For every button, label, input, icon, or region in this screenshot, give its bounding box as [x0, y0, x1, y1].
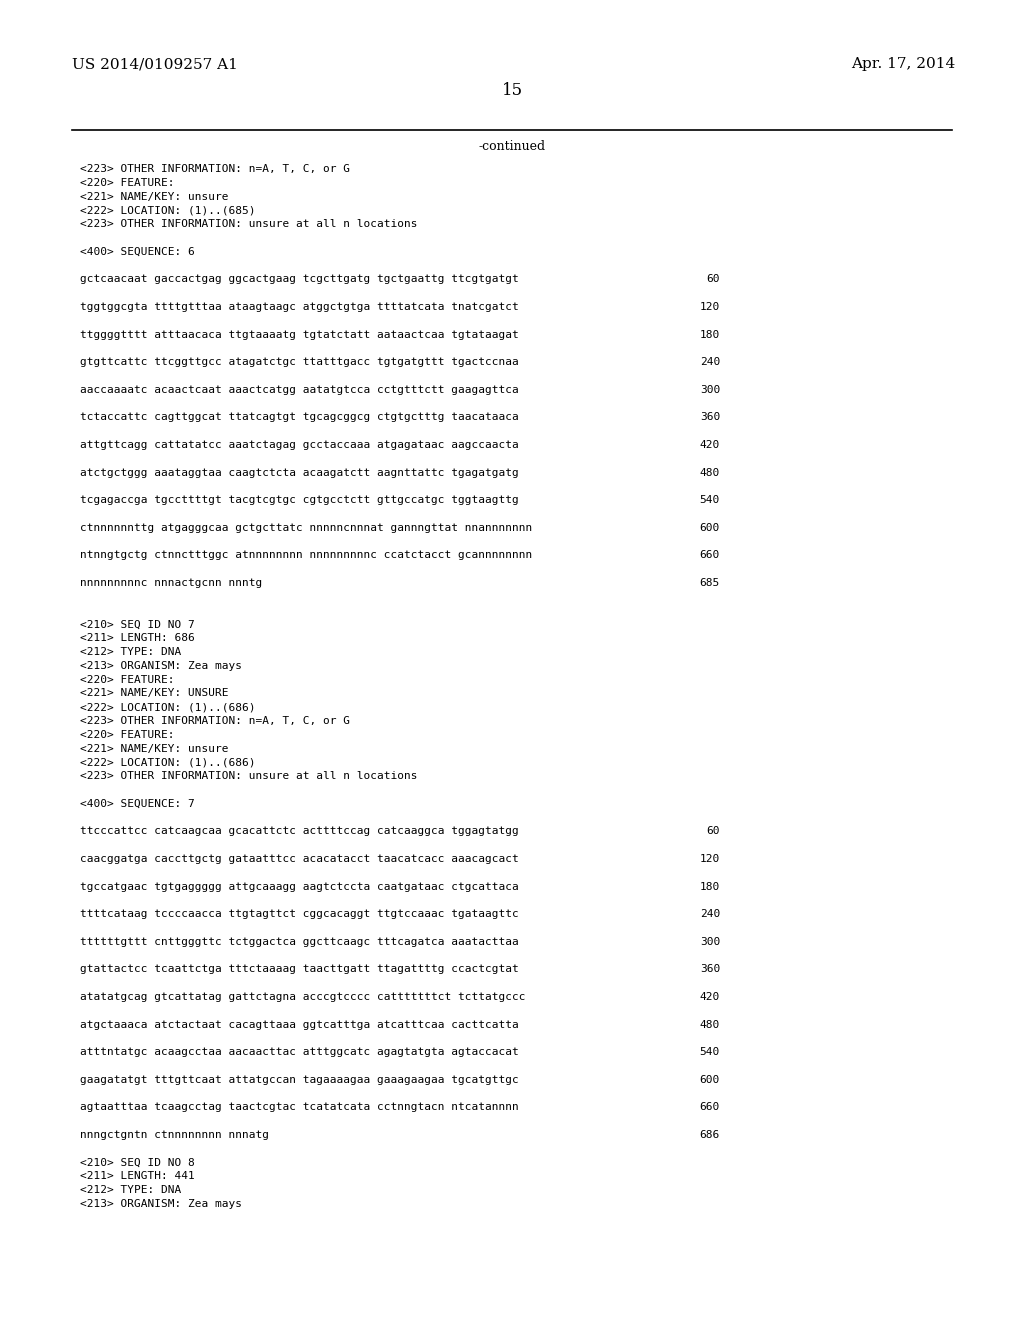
Text: <223> OTHER INFORMATION: n=A, T, C, or G: <223> OTHER INFORMATION: n=A, T, C, or G	[80, 715, 350, 726]
Text: <400> SEQUENCE: 7: <400> SEQUENCE: 7	[80, 799, 195, 809]
Text: nnnnnnnnnc nnnactgcnn nnntg: nnnnnnnnnc nnnactgcnn nnntg	[80, 578, 262, 587]
Text: <222> LOCATION: (1)..(685): <222> LOCATION: (1)..(685)	[80, 206, 256, 215]
Text: 360: 360	[699, 412, 720, 422]
Text: 180: 180	[699, 882, 720, 891]
Text: 240: 240	[699, 909, 720, 919]
Text: atgctaaaca atctactaat cacagttaaa ggtcatttga atcatttcaa cacttcatta: atgctaaaca atctactaat cacagttaaa ggtcatt…	[80, 1019, 519, 1030]
Text: <223> OTHER INFORMATION: n=A, T, C, or G: <223> OTHER INFORMATION: n=A, T, C, or G	[80, 164, 350, 174]
Text: attgttcagg cattatatcc aaatctagag gcctaccaaa atgagataac aagccaacta: attgttcagg cattatatcc aaatctagag gcctacc…	[80, 440, 519, 450]
Text: 120: 120	[699, 302, 720, 312]
Text: <213> ORGANISM: Zea mays: <213> ORGANISM: Zea mays	[80, 661, 242, 671]
Text: <211> LENGTH: 686: <211> LENGTH: 686	[80, 634, 195, 643]
Text: caacggatga caccttgctg gataatttcc acacatacct taacatcacc aaacagcact: caacggatga caccttgctg gataatttcc acacata…	[80, 854, 519, 865]
Text: agtaatttaa tcaagcctag taactcgtac tcatatcata cctnngtacn ntcatannnn: agtaatttaa tcaagcctag taactcgtac tcatatc…	[80, 1102, 519, 1113]
Text: ttcccattcc catcaagcaa gcacattctc acttttccag catcaaggca tggagtatgg: ttcccattcc catcaagcaa gcacattctc acttttc…	[80, 826, 519, 837]
Text: <222> LOCATION: (1)..(686): <222> LOCATION: (1)..(686)	[80, 702, 256, 713]
Text: 660: 660	[699, 550, 720, 561]
Text: gtattactcc tcaattctga tttctaaaag taacttgatt ttagattttg ccactcgtat: gtattactcc tcaattctga tttctaaaag taacttg…	[80, 965, 519, 974]
Text: 480: 480	[699, 1019, 720, 1030]
Text: <210> SEQ ID NO 8: <210> SEQ ID NO 8	[80, 1158, 195, 1168]
Text: <212> TYPE: DNA: <212> TYPE: DNA	[80, 1185, 181, 1195]
Text: <210> SEQ ID NO 7: <210> SEQ ID NO 7	[80, 619, 195, 630]
Text: gctcaacaat gaccactgag ggcactgaag tcgcttgatg tgctgaattg ttcgtgatgt: gctcaacaat gaccactgag ggcactgaag tcgcttg…	[80, 275, 519, 284]
Text: 300: 300	[699, 385, 720, 395]
Text: gtgttcattc ttcggttgcc atagatctgc ttatttgacc tgtgatgttt tgactccnaa: gtgttcattc ttcggttgcc atagatctgc ttatttg…	[80, 358, 519, 367]
Text: 540: 540	[699, 495, 720, 506]
Text: 420: 420	[699, 993, 720, 1002]
Text: 480: 480	[699, 467, 720, 478]
Text: gaagatatgt tttgttcaat attatgccan tagaaaagaa gaaagaagaa tgcatgttgc: gaagatatgt tttgttcaat attatgccan tagaaaa…	[80, 1074, 519, 1085]
Text: 300: 300	[699, 937, 720, 946]
Text: 60: 60	[707, 275, 720, 284]
Text: ntnngtgctg ctnnctttggc atnnnnnnnn nnnnnnnnnc ccatctacct gcannnnnnnn: ntnngtgctg ctnnctttggc atnnnnnnnn nnnnnn…	[80, 550, 532, 561]
Text: nnngctgntn ctnnnnnnnn nnnatg: nnngctgntn ctnnnnnnnn nnnatg	[80, 1130, 269, 1140]
Text: ttttcataag tccccaacca ttgtagttct cggcacaggt ttgtccaaac tgataagttc: ttttcataag tccccaacca ttgtagttct cggcaca…	[80, 909, 519, 919]
Text: <212> TYPE: DNA: <212> TYPE: DNA	[80, 647, 181, 657]
Text: <400> SEQUENCE: 6: <400> SEQUENCE: 6	[80, 247, 195, 257]
Text: 60: 60	[707, 826, 720, 837]
Text: 180: 180	[699, 330, 720, 339]
Text: ctnnnnnnttg atgagggcaa gctgcttatc nnnnncnnnat gannngttat nnannnnnnn: ctnnnnnnttg atgagggcaa gctgcttatc nnnnnc…	[80, 523, 532, 533]
Text: atttntatgc acaagcctaa aacaacttac atttggcatc agagtatgta agtaccacat: atttntatgc acaagcctaa aacaacttac atttggc…	[80, 1047, 519, 1057]
Text: 120: 120	[699, 854, 720, 865]
Text: atatatgcag gtcattatag gattctagna acccgtcccc catttttttct tcttatgccc: atatatgcag gtcattatag gattctagna acccgtc…	[80, 993, 525, 1002]
Text: <221> NAME/KEY: UNSURE: <221> NAME/KEY: UNSURE	[80, 689, 228, 698]
Text: <221> NAME/KEY: unsure: <221> NAME/KEY: unsure	[80, 743, 228, 754]
Text: 540: 540	[699, 1047, 720, 1057]
Text: tggtggcgta ttttgtttaa ataagtaagc atggctgtga ttttatcata tnatcgatct: tggtggcgta ttttgtttaa ataagtaagc atggctg…	[80, 302, 519, 312]
Text: 15: 15	[502, 82, 522, 99]
Text: 600: 600	[699, 1074, 720, 1085]
Text: ttttttgttt cnttgggttc tctggactca ggcttcaagc tttcagatca aaatacttaa: ttttttgttt cnttgggttc tctggactca ggcttca…	[80, 937, 519, 946]
Text: 360: 360	[699, 965, 720, 974]
Text: tgccatgaac tgtgaggggg attgcaaagg aagtctccta caatgataac ctgcattaca: tgccatgaac tgtgaggggg attgcaaagg aagtctc…	[80, 882, 519, 891]
Text: <220> FEATURE:: <220> FEATURE:	[80, 675, 174, 685]
Text: 686: 686	[699, 1130, 720, 1140]
Text: 600: 600	[699, 523, 720, 533]
Text: <220> FEATURE:: <220> FEATURE:	[80, 730, 174, 739]
Text: 240: 240	[699, 358, 720, 367]
Text: US 2014/0109257 A1: US 2014/0109257 A1	[72, 57, 238, 71]
Text: aaccaaaatc acaactcaat aaactcatgg aatatgtcca cctgtttctt gaagagttca: aaccaaaatc acaactcaat aaactcatgg aatatgt…	[80, 385, 519, 395]
Text: <213> ORGANISM: Zea mays: <213> ORGANISM: Zea mays	[80, 1199, 242, 1209]
Text: tcgagaccga tgccttttgt tacgtcgtgc cgtgcctctt gttgccatgc tggtaagttg: tcgagaccga tgccttttgt tacgtcgtgc cgtgcct…	[80, 495, 519, 506]
Text: atctgctggg aaataggtaa caagtctcta acaagatctt aagnttattc tgagatgatg: atctgctggg aaataggtaa caagtctcta acaagat…	[80, 467, 519, 478]
Text: <223> OTHER INFORMATION: unsure at all n locations: <223> OTHER INFORMATION: unsure at all n…	[80, 771, 418, 781]
Text: ttggggtttt atttaacaca ttgtaaaatg tgtatctatt aataactcaa tgtataagat: ttggggtttt atttaacaca ttgtaaaatg tgtatct…	[80, 330, 519, 339]
Text: <220> FEATURE:: <220> FEATURE:	[80, 178, 174, 187]
Text: <222> LOCATION: (1)..(686): <222> LOCATION: (1)..(686)	[80, 758, 256, 767]
Text: 420: 420	[699, 440, 720, 450]
Text: tctaccattc cagttggcat ttatcagtgt tgcagcggcg ctgtgctttg taacataaca: tctaccattc cagttggcat ttatcagtgt tgcagcg…	[80, 412, 519, 422]
Text: Apr. 17, 2014: Apr. 17, 2014	[851, 57, 955, 71]
Text: 660: 660	[699, 1102, 720, 1113]
Text: <211> LENGTH: 441: <211> LENGTH: 441	[80, 1171, 195, 1181]
Text: <221> NAME/KEY: unsure: <221> NAME/KEY: unsure	[80, 191, 228, 202]
Text: 685: 685	[699, 578, 720, 587]
Text: -continued: -continued	[478, 140, 546, 153]
Text: <223> OTHER INFORMATION: unsure at all n locations: <223> OTHER INFORMATION: unsure at all n…	[80, 219, 418, 230]
